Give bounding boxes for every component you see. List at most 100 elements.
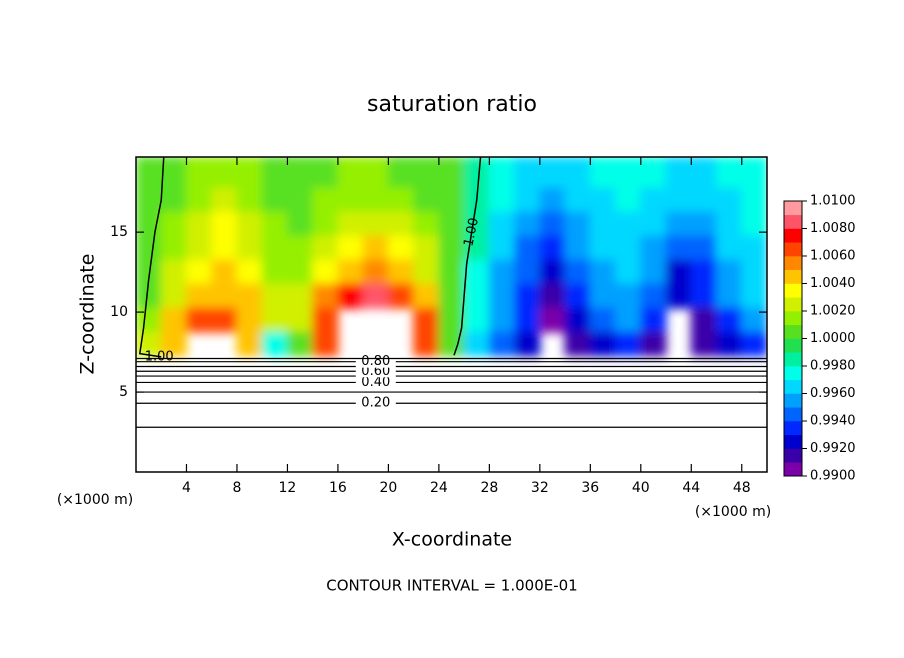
colorbar-label: 1.0020 [810, 304, 856, 319]
field-cell [615, 211, 642, 237]
colorbar-swatch [784, 269, 802, 284]
field-cell [589, 307, 617, 333]
field-cell [387, 235, 415, 261]
field-cell [211, 157, 238, 189]
field-cell [387, 259, 415, 285]
field-cell [640, 331, 667, 357]
field-cell [438, 259, 465, 285]
field-cell [136, 187, 162, 213]
field-cell [690, 331, 718, 357]
field-cell [665, 157, 692, 189]
field-cell [615, 283, 642, 309]
field-cell [211, 259, 238, 285]
field-cell [261, 211, 288, 237]
colorbar-swatch [784, 242, 802, 257]
field-cell [362, 187, 389, 213]
colorbar-label: 1.0000 [810, 331, 856, 346]
contour-curve [138, 157, 165, 358]
field-cell [564, 259, 591, 285]
field-cell [286, 307, 314, 333]
field-cell [665, 235, 692, 261]
field-cell [438, 211, 465, 237]
field-cell [211, 211, 238, 237]
field-cell [438, 157, 465, 189]
x-tick-label: 16 [329, 480, 347, 496]
field-cell [539, 235, 566, 261]
field-cell [640, 235, 667, 261]
colorbar: 0.9900 0.9920 0.9940 0.9960 0.9980 1.0000 1.00… [783, 194, 856, 484]
field-cell [564, 187, 591, 213]
colorbar-label: 0.9940 [810, 414, 856, 429]
field-cell [413, 259, 440, 285]
field-cell [261, 187, 288, 213]
field-cell [337, 187, 364, 213]
field-cell [236, 157, 263, 189]
field-cell [312, 283, 339, 309]
field-cell [438, 307, 465, 333]
field-cell [286, 211, 314, 237]
field-cell [539, 157, 566, 189]
chart-title: saturation ratio [367, 92, 537, 117]
colorbar-label: 0.9960 [810, 386, 856, 401]
field-cell [716, 157, 743, 189]
field-cell [716, 187, 743, 213]
field-cell [160, 187, 187, 213]
field-cell [716, 283, 743, 309]
x-tick-label: 40 [632, 480, 650, 496]
colorbar-swatch [784, 407, 802, 422]
colorbar-swatch [784, 338, 802, 353]
field-cell [160, 157, 187, 189]
field-cell [312, 187, 339, 213]
field-cell [337, 211, 364, 237]
field-cell [514, 259, 541, 285]
contour-label: 0.40 [361, 375, 390, 390]
field-cell [741, 283, 767, 309]
field-cell [741, 187, 767, 213]
contour-label: 1.00 [145, 349, 174, 364]
field-cell [665, 211, 692, 237]
field-cell [160, 259, 187, 285]
field-cell [690, 211, 718, 237]
colorbar-swatch [784, 448, 802, 463]
contour-label-bg [355, 397, 396, 410]
field-cell [463, 211, 490, 237]
x-tick-label: 28 [480, 480, 498, 496]
field-cell [514, 235, 541, 261]
field-cell [185, 259, 213, 285]
field-cell [665, 283, 692, 309]
field-cell [589, 331, 617, 357]
x-unit-left: (×1000 m) [57, 492, 133, 508]
colorbar-swatch [784, 256, 802, 271]
field-cell [312, 331, 339, 357]
field-cell [564, 331, 591, 357]
field-cell [312, 307, 339, 333]
field-cell [514, 187, 541, 213]
field-cell [185, 211, 213, 237]
field-cell [413, 283, 440, 309]
field-cell [615, 187, 642, 213]
field-cell [589, 211, 617, 237]
contour-label: 1.00 [461, 216, 482, 247]
x-tick-label: 24 [430, 480, 448, 496]
field-cell [413, 307, 440, 333]
field-cell [665, 259, 692, 285]
field-cell [514, 307, 541, 333]
field-cell [716, 331, 743, 357]
field-cell [690, 157, 718, 189]
plot-frame [135, 156, 768, 473]
field-cell [413, 157, 440, 189]
x-tick-label: 32 [531, 480, 549, 496]
field-cell [615, 259, 642, 285]
colorbar-label: 1.0100 [810, 194, 856, 209]
field-cell [362, 211, 389, 237]
field-cell [211, 187, 238, 213]
colorbar-swatch [784, 297, 802, 312]
colorbar-label: 1.0040 [810, 276, 856, 291]
field-cell [286, 331, 314, 357]
field-cell [387, 283, 415, 309]
colorbar-swatch [784, 379, 802, 394]
field-cell [463, 283, 490, 309]
field-cell [185, 307, 213, 333]
